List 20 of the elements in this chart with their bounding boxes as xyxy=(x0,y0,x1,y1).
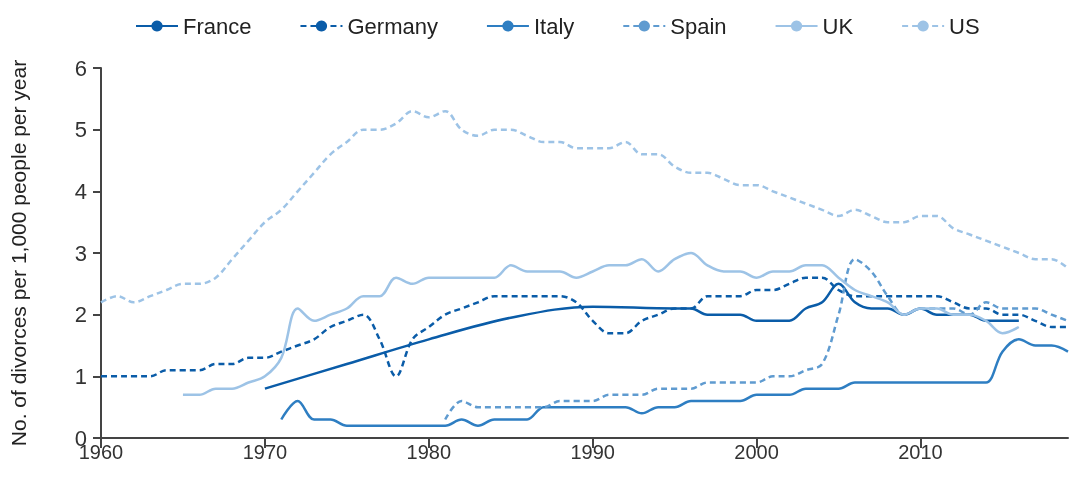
y-tick-label: 1 xyxy=(74,363,87,389)
y-axis-title: No. of divorces per 1,000 people per year xyxy=(7,59,30,447)
legend-label: France xyxy=(183,13,252,39)
line-series xyxy=(181,251,1021,397)
legend-label: Germany xyxy=(347,13,438,39)
legend-label: Spain xyxy=(670,13,727,39)
x-tick-label: 2010 xyxy=(898,441,943,463)
x-tick-label: 1980 xyxy=(406,441,452,463)
y-tick-label: 3 xyxy=(74,240,87,266)
legend-label: Italy xyxy=(533,13,575,39)
y-tick-label: 4 xyxy=(74,178,87,204)
y-tick-label: 6 xyxy=(74,55,87,81)
y-tick-label: 5 xyxy=(74,117,87,143)
x-tick-label: 2000 xyxy=(734,441,779,463)
x-tick-label: 1990 xyxy=(570,441,615,463)
y-tick-label: 2 xyxy=(74,302,87,328)
x-tick-label: 1970 xyxy=(242,441,288,463)
line-series xyxy=(280,338,1070,427)
legend-label: UK xyxy=(822,13,854,39)
legend-label: US xyxy=(949,13,980,39)
